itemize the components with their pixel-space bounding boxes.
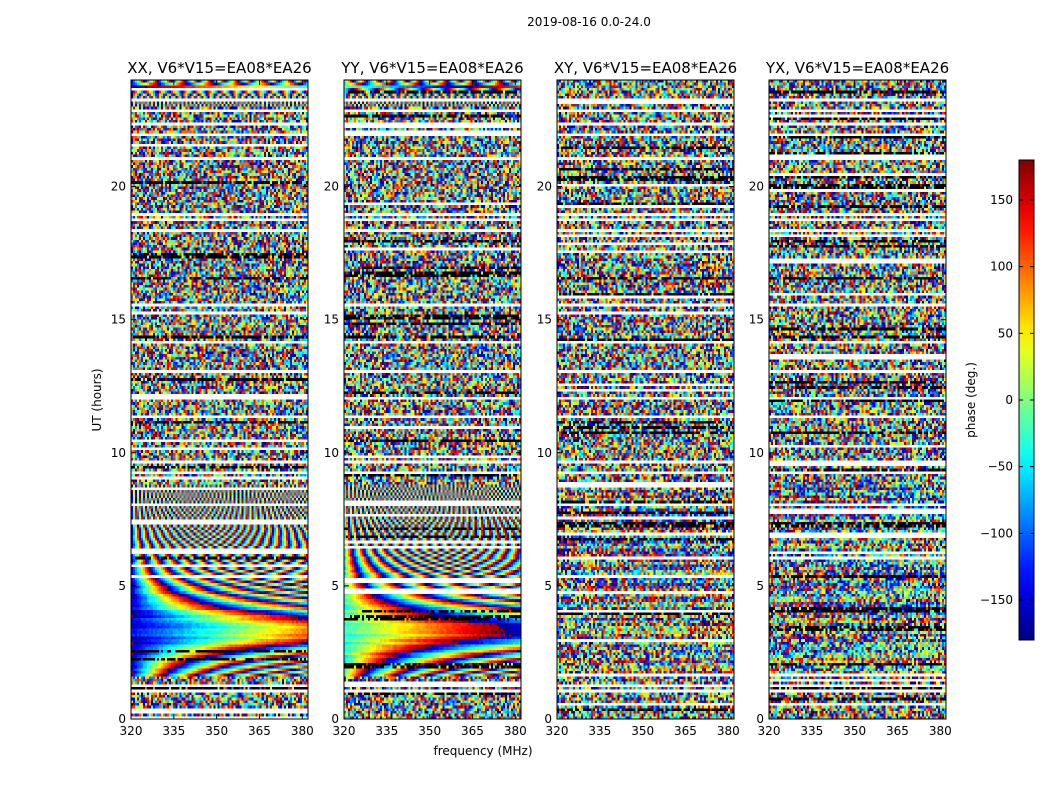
y-tick-label: 15 [111,313,126,327]
x-tick-label: 320 [546,724,569,738]
x-tick-label: 365 [674,724,697,738]
y-tick-label: 5 [756,579,764,593]
y-tick-label: 15 [749,313,764,327]
y-tick-label: 15 [537,313,552,327]
y-tick-label: 0 [756,712,764,726]
heatmap-image-panel-2 [344,80,521,719]
x-tick-label: 320 [120,724,143,738]
y-tick-label: 5 [331,579,339,593]
x-tick-label: 335 [375,724,398,738]
x-tick-label: 380 [929,724,952,738]
x-tick-label: 320 [333,724,356,738]
y-tick-label: 0 [331,712,339,726]
y-tick-label: 15 [324,313,339,327]
x-tick-label: 365 [461,724,484,738]
x-tick-label: 350 [843,724,866,738]
panel-frame-3 [556,79,735,720]
colorbar-tick-label: −50 [988,460,1013,474]
y-tick-label: 20 [537,180,552,194]
y-tick-label: 0 [118,712,126,726]
panel-frame-2 [343,79,522,720]
x-tick-label: 350 [631,724,654,738]
colorbar-tick-label: 0 [1005,393,1013,407]
heatmap-image-panel-3 [557,80,734,719]
x-tick-label: 335 [588,724,611,738]
x-tick-label: 365 [248,724,271,738]
colorbar-tick-label: −150 [980,593,1013,607]
x-tick-label: 350 [418,724,441,738]
colorbar-tick-label: 150 [990,193,1013,207]
x-tick-label: 335 [162,724,185,738]
x-tick-label: 365 [886,724,909,738]
x-tick-label: 320 [758,724,781,738]
x-tick-label: 380 [291,724,314,738]
x-tick-label: 380 [717,724,740,738]
panel-title-2: YY, V6*V15=EA08*EA26 [340,59,523,77]
panel-frame-4 [768,79,947,720]
y-axis-label: UT (hours) [90,368,104,431]
y-tick-label: 5 [544,579,552,593]
heatmap-image-panel-1 [131,80,308,719]
colorbar: 150 100 50 0 −50 −100 −150 [980,159,1035,641]
y-tick-label: 0 [544,712,552,726]
y-tick-label: 20 [324,180,339,194]
panel-title-1: XX, V6*V15=EA08*EA26 [127,59,311,77]
y-tick-label: 5 [118,579,126,593]
y-tick-label: 20 [111,180,126,194]
y-tick-label: 10 [537,446,552,460]
figure-title: 2019-08-16 0.0-24.0 [527,15,651,29]
colorbar-label: phase (deg.) [964,362,978,438]
panel-title-3: XY, V6*V15=EA08*EA26 [554,59,737,77]
x-tick-label: 335 [800,724,823,738]
panel-frame-1 [130,79,309,720]
y-tick-label: 20 [749,180,764,194]
colorbar-tick-label: −100 [980,526,1013,540]
colorbar-tick-label: 50 [998,326,1013,340]
x-tick-label: 380 [504,724,527,738]
y-tick-label: 10 [749,446,764,460]
panel-title-4: YX, V6*V15=EA08*EA26 [765,59,949,77]
heatmap-image-panel-4 [769,80,946,719]
colorbar-tick-label: 100 [990,260,1013,274]
x-tick-label: 350 [205,724,228,738]
x-axis-label: frequency (MHz) [433,744,532,758]
y-tick-label: 10 [324,446,339,460]
y-tick-label: 10 [111,446,126,460]
panels-group: XX, V6*V15=EA08*EA26 320 335 350 365 380 0 5 10 1… [111,59,952,738]
